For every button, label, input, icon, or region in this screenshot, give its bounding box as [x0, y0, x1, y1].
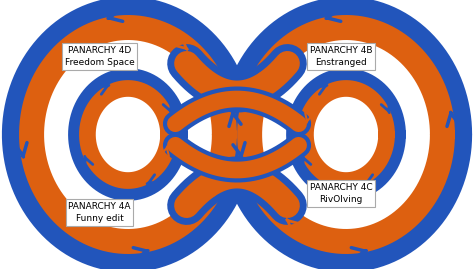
- Text: PANARCHY 4A
Funny edit: PANARCHY 4A Funny edit: [68, 202, 131, 223]
- Text: PANARCHY 4D
Freedom Space: PANARCHY 4D Freedom Space: [64, 46, 135, 67]
- Text: PANARCHY 4C
RivOlving: PANARCHY 4C RivOlving: [310, 183, 373, 204]
- Text: PANARCHY 4B
Enstranged: PANARCHY 4B Enstranged: [310, 46, 373, 67]
